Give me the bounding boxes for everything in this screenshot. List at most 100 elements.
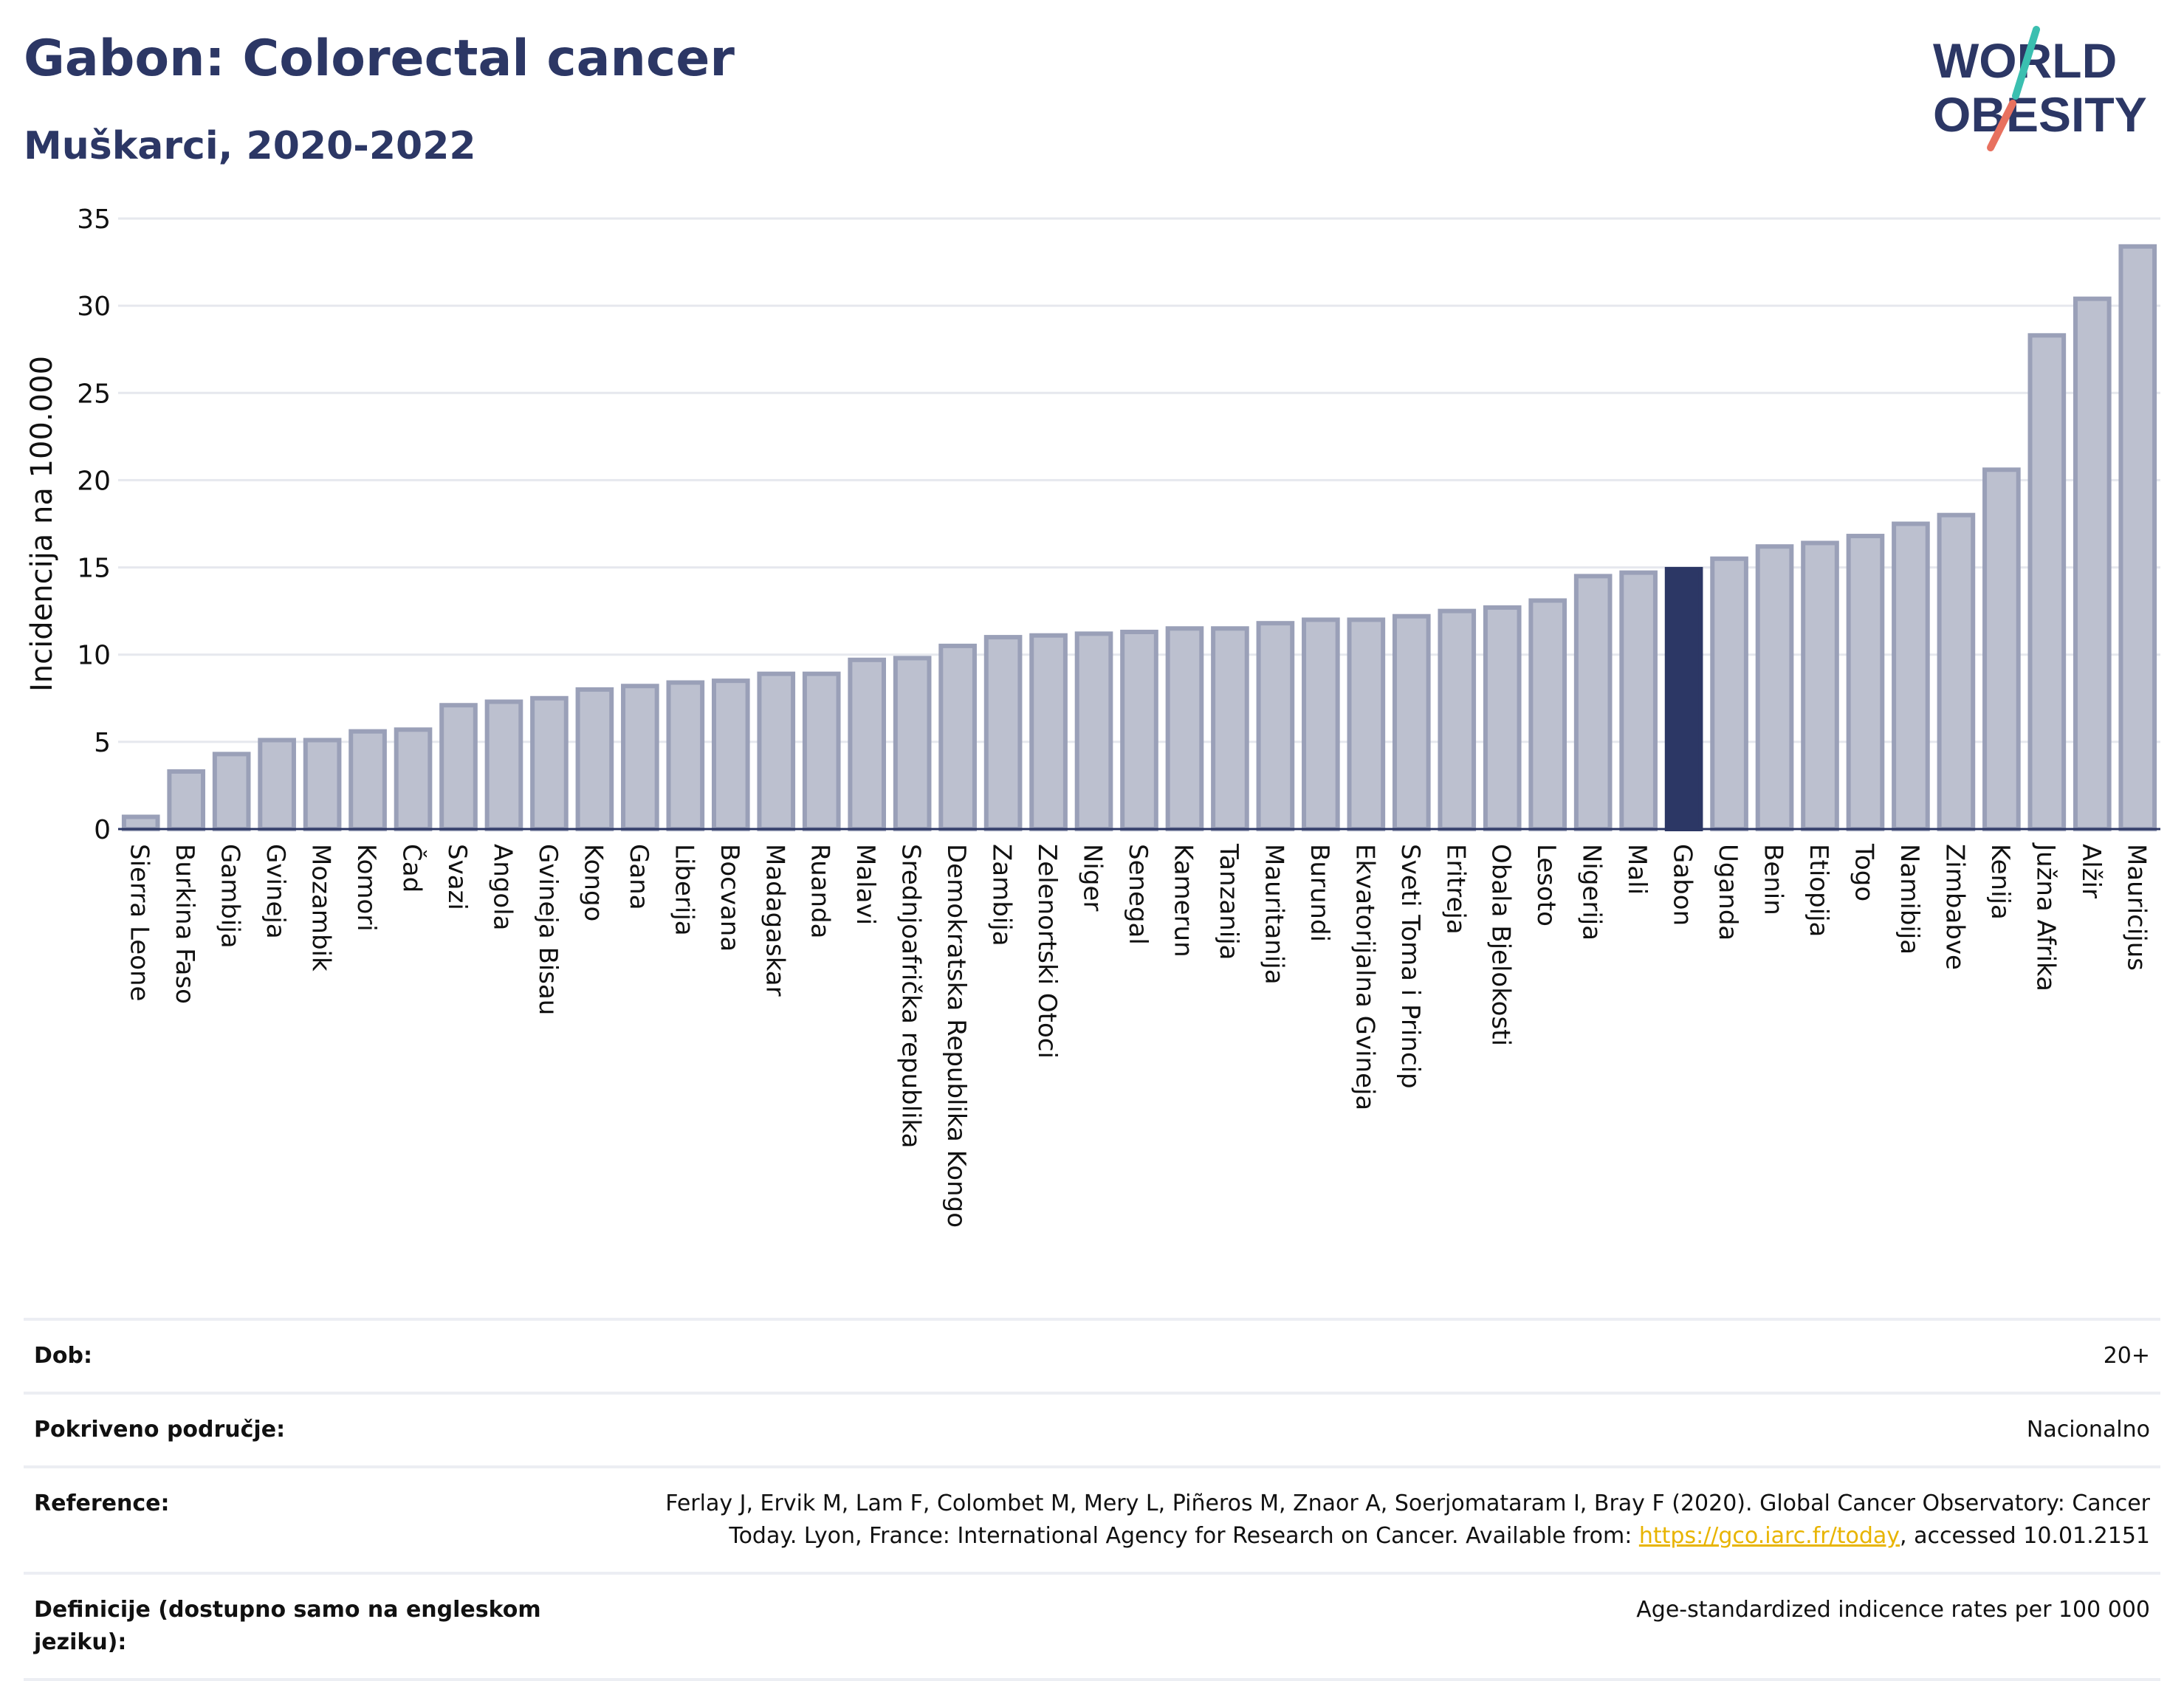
bar[interactable]: [348, 729, 387, 831]
bar[interactable]: [303, 738, 342, 831]
x-tick-label: Srednjoafrička republika: [896, 844, 926, 1148]
reference-label: Reference:: [34, 1491, 170, 1516]
bar[interactable]: [938, 643, 977, 832]
x-tick-label: Senegal: [1123, 844, 1153, 945]
x-tick-label: Zimbabve: [1940, 844, 1969, 970]
bar[interactable]: [484, 699, 523, 831]
x-tick-label: Tanzanija: [1214, 843, 1243, 960]
bar[interactable]: [1755, 544, 1794, 832]
x-tick-label: Namibija: [1895, 844, 1924, 955]
x-tick-label: Ekvatorijalna Gvineja: [1350, 844, 1379, 1110]
bar[interactable]: [848, 657, 887, 831]
bar[interactable]: [1982, 467, 2021, 831]
bar[interactable]: [2118, 244, 2157, 831]
y-tick-label: 35: [77, 204, 111, 235]
y-tick-label: 0: [94, 815, 111, 845]
bar[interactable]: [439, 703, 478, 831]
x-tick-label: Gvineja: [261, 844, 290, 939]
reference-link[interactable]: https://gco.iarc.fr/today: [1638, 1523, 1900, 1549]
reference-text: Ferlay J, Ervik M, Lam F, Colombet M, Me…: [665, 1491, 2150, 1549]
x-tick-label: Ruanda: [806, 844, 835, 938]
x-tick-label: Kenija: [1985, 844, 2015, 920]
x-tick-label: Gambija: [216, 844, 245, 949]
age-label: Dob:: [34, 1343, 92, 1369]
x-tick-label: Sierra Leone: [125, 844, 154, 1001]
y-axis-label: Incidencija na 100.000: [25, 356, 59, 692]
bar[interactable]: [394, 727, 433, 831]
y-tick-label: 25: [77, 379, 111, 409]
info-row-coverage: Pokriveno područje: Nacionalno: [24, 1392, 2160, 1465]
bar[interactable]: [1710, 556, 1748, 831]
bar[interactable]: [2027, 333, 2067, 832]
x-axis-labels: Sierra Leone Burkina Faso Gambija Gvineja Mo…: [125, 842, 2152, 1228]
x-tick-label: Kamerun: [1168, 844, 1198, 958]
bar[interactable]: [711, 678, 750, 832]
bar[interactable]: [621, 684, 659, 832]
x-tick-label: Južna Afrika: [2030, 842, 2060, 991]
y-axis-ticks: 0 5 10 15 20 25 30 35: [77, 204, 111, 845]
bar[interactable]: [1801, 540, 1839, 832]
bar[interactable]: [1074, 631, 1113, 831]
coverage-label: Pokriveno područje:: [34, 1417, 286, 1443]
bar[interactable]: [1165, 626, 1204, 831]
x-tick-label: Etiopija: [1804, 844, 1833, 937]
bar[interactable]: [1211, 626, 1249, 831]
page-subtitle: Muškarci, 2020-2022: [24, 124, 476, 168]
bar[interactable]: [1029, 633, 1068, 831]
bar[interactable]: [1256, 621, 1295, 831]
bar[interactable]: [802, 671, 841, 831]
bar[interactable]: [1573, 574, 1613, 832]
x-tick-label: Demokratska Republika Kongo: [941, 844, 971, 1228]
bar[interactable]: [1392, 613, 1431, 832]
x-tick-label: Angola: [487, 844, 517, 930]
x-tick-label: Gvineja Bisau: [533, 844, 563, 1015]
bar[interactable]: [893, 656, 932, 831]
x-tick-label: Bocvana: [715, 844, 744, 952]
info-row-reference: Reference: Ferlay J, Ervik M, Lam F, Col…: [24, 1465, 2160, 1572]
y-tick-label: 20: [77, 466, 111, 496]
x-tick-label: Niger: [1078, 844, 1108, 911]
bar[interactable]: [1937, 512, 1976, 832]
bar[interactable]: [575, 687, 614, 831]
bar[interactable]: [757, 671, 796, 831]
x-tick-label: Nigerija: [1577, 844, 1607, 941]
y-tick-label: 15: [77, 554, 111, 584]
x-tick-label: Mali: [1622, 844, 1652, 895]
coverage-value: Nacionalno: [2026, 1417, 2150, 1443]
bar[interactable]: [1619, 570, 1658, 831]
logo-text-obesity: OBESITY: [1933, 87, 2147, 142]
x-tick-label: Uganda: [1713, 844, 1742, 941]
bar[interactable]: [1302, 617, 1340, 831]
bar[interactable]: [530, 695, 569, 831]
x-tick-label: Lesoto: [1531, 844, 1561, 927]
bar[interactable]: [1528, 598, 1567, 831]
bar[interactable]: [1846, 534, 1885, 831]
definitions-value: Age-standardized indicence rates per 100…: [1636, 1597, 2150, 1623]
bars: [121, 244, 2157, 832]
definitions-label: Definicije (dostupno samo na engleskom j…: [34, 1597, 541, 1655]
x-tick-label: Togo: [1849, 843, 1878, 901]
bar[interactable]: [1438, 608, 1477, 832]
info-table: Dob: 20+ Pokriveno područje: Nacionalno …: [24, 1318, 2160, 1681]
x-tick-label: Madagaskar: [760, 844, 789, 997]
reference-accessed: , accessed 10.01.2151: [1900, 1523, 2150, 1549]
x-tick-label: Mozambik: [306, 844, 336, 972]
y-tick-label: 30: [77, 292, 111, 322]
bar[interactable]: [983, 635, 1023, 831]
bar[interactable]: [121, 814, 160, 831]
bar[interactable]: [1483, 605, 1522, 831]
bar-highlight[interactable]: [1664, 566, 1703, 831]
bar[interactable]: [167, 769, 206, 832]
bar[interactable]: [212, 752, 251, 832]
x-tick-label: Burundi: [1305, 844, 1334, 942]
x-tick-label: Čad: [397, 844, 427, 893]
y-tick-label: 5: [94, 728, 111, 758]
bar[interactable]: [258, 738, 296, 831]
bar[interactable]: [1347, 617, 1386, 831]
bar[interactable]: [1892, 521, 1930, 831]
bar[interactable]: [1120, 629, 1158, 831]
x-tick-label: Mauritanija: [1259, 844, 1288, 985]
bar[interactable]: [2073, 296, 2112, 832]
bar-chart: 0 5 10 15 20 25 30 35 Sierra Leone Burkina Faso G…: [25, 204, 2160, 1228]
bar[interactable]: [666, 680, 705, 832]
